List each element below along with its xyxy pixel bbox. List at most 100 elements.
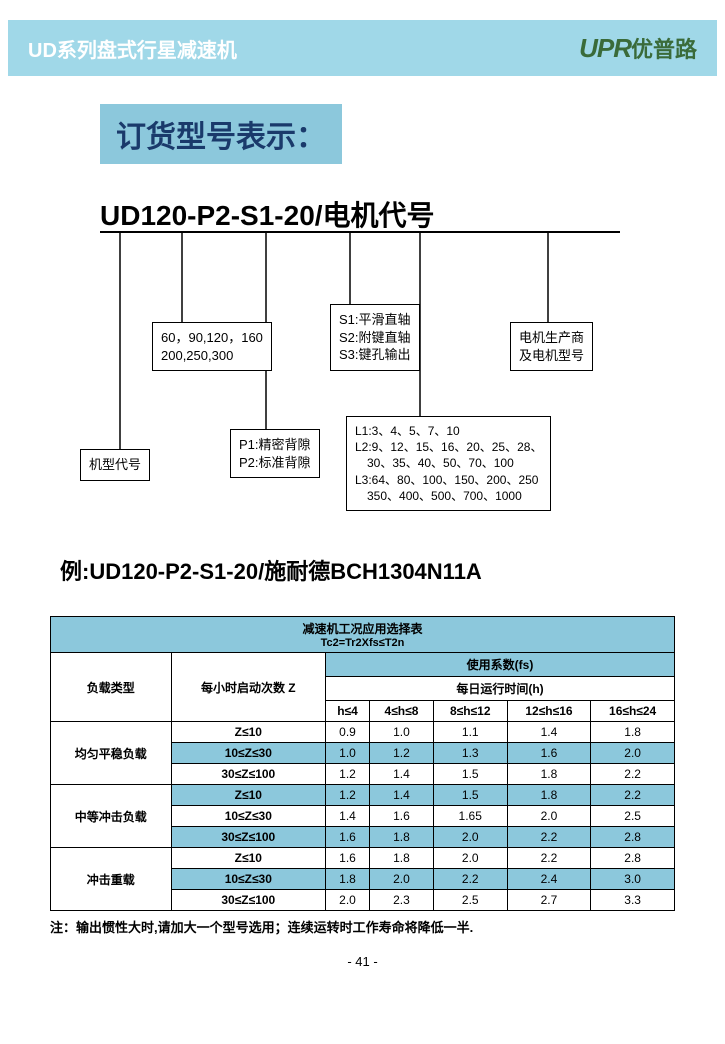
value-cell: 2.2 [507,848,591,869]
value-cell: 2.2 [433,869,507,890]
table-subtitle: Tc2=Tr2Xfs≤T2n [55,637,670,649]
col-z-header: 每小时启动次数 Z [171,653,325,722]
value-cell: 2.0 [370,869,434,890]
value-cell: 1.65 [433,806,507,827]
value-cell: 2.8 [591,827,675,848]
col-load-header: 负载类型 [51,653,172,722]
value-cell: 1.0 [325,743,369,764]
load-type-cell: 均匀平稳负载 [51,722,172,785]
value-cell: 1.8 [507,785,591,806]
value-cell: 2.8 [591,848,675,869]
ordering-diagram: UD120-P2-S1-20/电机代号 机型代号 60，90,120，160 2… [60,194,665,544]
page-header: UD系列盘式行星减速机 UPR 优普路 [8,20,717,76]
value-cell: 2.5 [433,890,507,911]
box-backlash-line1: P1:精密背隙 [239,436,311,454]
col-hour-header: 16≤h≤24 [591,701,675,722]
col-hour-header: h≤4 [325,701,369,722]
box-motor: 电机生产商 及电机型号 [510,322,593,371]
z-cell: 10≤Z≤30 [171,806,325,827]
value-cell: 1.2 [325,764,369,785]
box-model-code-line: 机型代号 [89,456,141,474]
section-title-box: 订货型号表示： [100,104,342,164]
box-backlash: P1:精密背隙 P2:标准背隙 [230,429,320,478]
value-cell: 1.8 [591,722,675,743]
value-cell: 1.4 [370,764,434,785]
box-motor-line1: 电机生产商 [519,329,584,347]
z-cell: 10≤Z≤30 [171,869,325,890]
value-cell: 1.8 [370,827,434,848]
box-ratio-line1: L1:3、4、5、7、10 [355,423,542,439]
brand-cn: 优普路 [631,32,697,64]
value-cell: 3.3 [591,890,675,911]
box-ratio-line4: L3:64、80、100、150、200、250 [355,472,542,488]
value-cell: 1.6 [507,743,591,764]
selection-table-wrap: 减速机工况应用选择表 Tc2=Tr2Xfs≤T2n 负载类型 每小时启动次数 Z… [50,616,675,911]
value-cell: 1.1 [433,722,507,743]
load-type-cell: 中等冲击负载 [51,785,172,848]
value-cell: 2.4 [507,869,591,890]
value-cell: 2.2 [507,827,591,848]
value-cell: 1.8 [325,869,369,890]
value-cell: 2.0 [591,743,675,764]
value-cell: 1.0 [370,722,434,743]
box-sizes: 60，90,120，160 200,250,300 [152,322,272,371]
value-cell: 1.6 [325,827,369,848]
box-ratio-line3: 30、35、40、50、70、100 [355,455,542,471]
value-cell: 1.8 [507,764,591,785]
value-cell: 1.6 [325,848,369,869]
z-cell: 30≤Z≤100 [171,764,325,785]
section-title: 订货型号表示： [116,121,326,154]
z-cell: 30≤Z≤100 [171,890,325,911]
value-cell: 1.3 [433,743,507,764]
box-ratio-line5: 350、400、500、700、1000 [355,488,542,504]
z-cell: Z≤10 [171,848,325,869]
col-hour-header: 4≤h≤8 [370,701,434,722]
load-type-cell: 冲击重载 [51,848,172,911]
value-cell: 2.7 [507,890,591,911]
z-cell: 30≤Z≤100 [171,827,325,848]
z-cell: Z≤10 [171,722,325,743]
value-cell: 1.8 [370,848,434,869]
box-model-code: 机型代号 [80,449,150,481]
value-cell: 1.2 [370,743,434,764]
box-sizes-line2: 200,250,300 [161,347,263,365]
col-hour-header: 12≤h≤16 [507,701,591,722]
value-cell: 0.9 [325,722,369,743]
col-fs-header: 使用系数(fs) [325,653,674,677]
value-cell: 1.2 [325,785,369,806]
box-ratio-line2: L2:9、12、15、16、20、25、28、 [355,439,542,455]
value-cell: 2.2 [591,764,675,785]
value-cell: 1.4 [507,722,591,743]
box-sizes-line1: 60，90,120，160 [161,329,263,347]
value-cell: 1.4 [325,806,369,827]
value-cell: 1.6 [370,806,434,827]
value-cell: 1.4 [370,785,434,806]
table-title-cell: 减速机工况应用选择表 Tc2=Tr2Xfs≤T2n [51,617,675,653]
box-shaft-line1: S1:平滑直轴 [339,311,411,329]
box-ratio: L1:3、4、5、7、10 L2:9、12、15、16、20、25、28、 30… [346,416,551,511]
col-runtime-header: 每日运行时间(h) [325,677,674,701]
value-cell: 2.3 [370,890,434,911]
z-cell: 10≤Z≤30 [171,743,325,764]
box-shaft: S1:平滑直轴 S2:附键直轴 S3:键孔输出 [330,304,420,371]
table-title: 减速机工况应用选择表 [55,620,670,637]
table-note: 注：输出惯性大时,请加大一个型号选用；连续运转时工作寿命将降低一半. [50,917,675,936]
header-title: UD系列盘式行星减速机 [28,34,237,63]
value-cell: 1.5 [433,785,507,806]
box-motor-line2: 及电机型号 [519,347,584,365]
value-cell: 2.0 [507,806,591,827]
example-text: 例:UD120-P2-S1-20/施耐德BCH1304N11A [60,554,725,586]
value-cell: 2.0 [433,827,507,848]
box-shaft-line3: S3:键孔输出 [339,346,411,364]
box-shaft-line2: S2:附键直轴 [339,329,411,347]
value-cell: 2.0 [325,890,369,911]
selection-table: 减速机工况应用选择表 Tc2=Tr2Xfs≤T2n 负载类型 每小时启动次数 Z… [50,616,675,911]
brand-logo: UPR 优普路 [579,32,697,64]
value-cell: 3.0 [591,869,675,890]
box-backlash-line2: P2:标准背隙 [239,454,311,472]
brand-en: UPR [579,33,631,64]
page-number: - 41 - [0,954,725,969]
z-cell: Z≤10 [171,785,325,806]
value-cell: 1.5 [433,764,507,785]
col-hour-header: 8≤h≤12 [433,701,507,722]
